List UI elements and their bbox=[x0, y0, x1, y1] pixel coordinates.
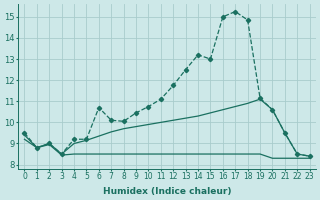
X-axis label: Humidex (Indice chaleur): Humidex (Indice chaleur) bbox=[103, 187, 231, 196]
